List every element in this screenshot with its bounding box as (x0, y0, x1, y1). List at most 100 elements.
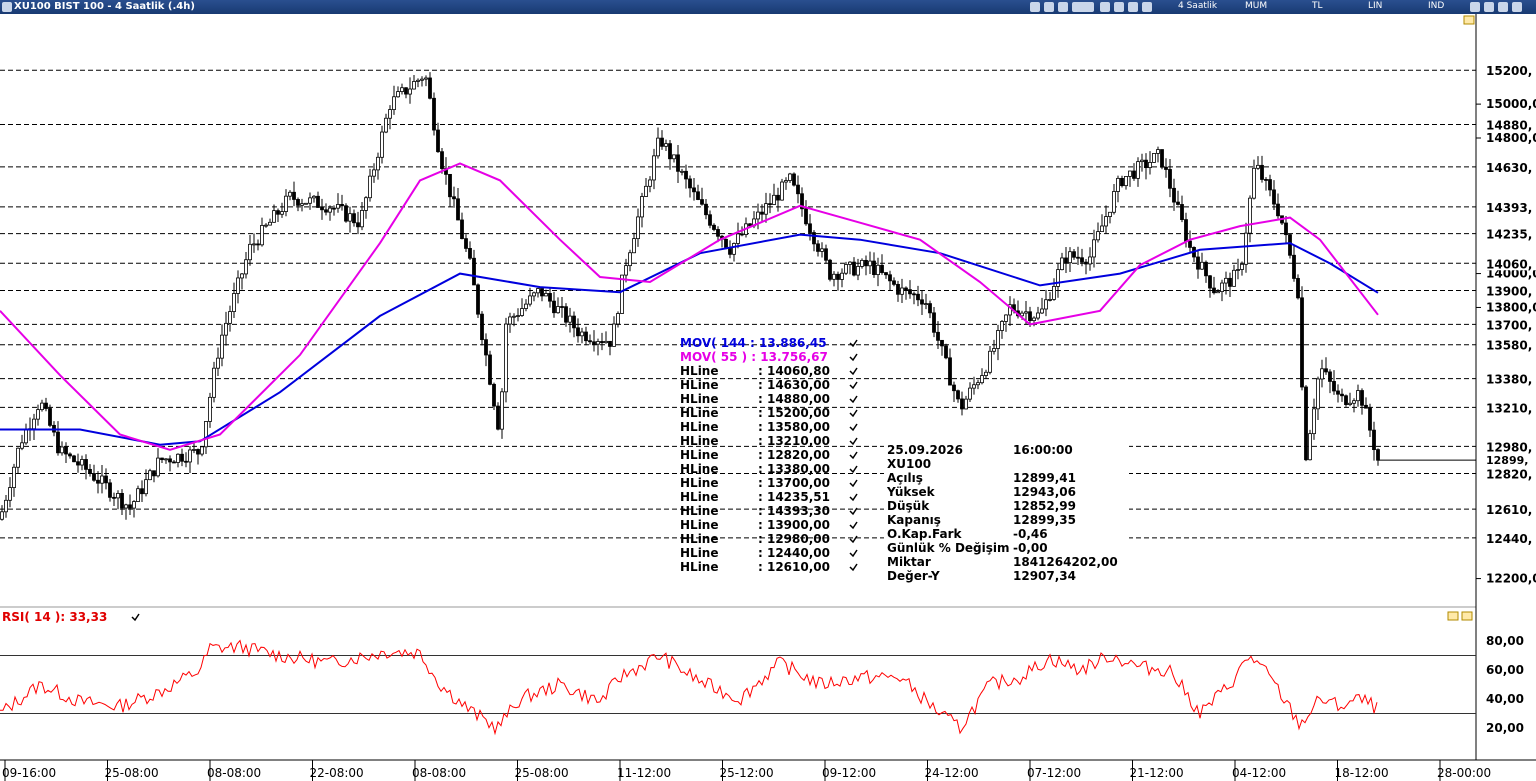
candle-body (504, 323, 508, 393)
candle-body (828, 259, 832, 280)
candle (788, 172, 792, 184)
candle-body (40, 402, 44, 411)
indicator-menu[interactable]: IND (1428, 1, 1445, 11)
legend-hline-label: HLine (680, 378, 718, 392)
candle-body (1036, 312, 1040, 319)
hline-tag-label: 12820, (1486, 468, 1532, 482)
period-menu[interactable]: 4 Saatlik (1178, 1, 1218, 11)
candle-body (876, 264, 880, 276)
candle (1176, 190, 1180, 206)
candle-body (384, 117, 388, 133)
candle-body (944, 345, 948, 359)
candle (988, 346, 992, 375)
candle (912, 291, 916, 305)
candle-body (1236, 269, 1240, 271)
candle-body (424, 77, 428, 80)
candle (1356, 384, 1360, 407)
candle (880, 254, 884, 275)
toolbar-icon-2[interactable] (1044, 2, 1054, 12)
candle (1284, 215, 1288, 244)
toolbar-icon-4[interactable] (1072, 2, 1094, 12)
candle-body (696, 191, 700, 200)
toolbar-icon-3[interactable] (1058, 2, 1068, 12)
candle (1168, 159, 1172, 198)
candle-body (860, 259, 864, 267)
candle (1108, 211, 1112, 224)
last-price-tag: 12899, (1486, 454, 1528, 467)
candle (272, 204, 276, 223)
candle-body (984, 371, 988, 376)
chart-style-menu[interactable]: MUM (1245, 1, 1268, 11)
candle (896, 280, 900, 302)
candle-body (88, 468, 92, 474)
candle (688, 175, 692, 198)
toolbar-icon-6[interactable] (1114, 2, 1124, 12)
candle-body (848, 261, 852, 265)
candle-body (812, 232, 816, 245)
time-tick-label: 25-08:00 (105, 766, 159, 780)
scale-menu[interactable]: LIN (1368, 1, 1383, 11)
candle-body (208, 396, 212, 422)
candle (404, 87, 408, 99)
candle (464, 234, 468, 252)
candle-body (304, 202, 308, 205)
candle-body (76, 461, 80, 466)
candle-body (132, 501, 136, 509)
candle-body (808, 223, 812, 233)
currency-menu[interactable]: TL (1312, 1, 1323, 11)
toolbar-icon-8[interactable] (1142, 2, 1152, 12)
candle (480, 311, 484, 346)
candle-body (840, 272, 844, 280)
candle-body (264, 224, 268, 227)
candle (804, 200, 808, 226)
maximize-icon[interactable] (1498, 2, 1508, 12)
candle (80, 455, 84, 471)
candle (140, 480, 144, 502)
candle (88, 464, 92, 477)
candle (920, 290, 924, 316)
candle-body (316, 195, 320, 208)
toolbar-icon-1[interactable] (1030, 2, 1040, 12)
candle (68, 452, 72, 459)
candle (580, 327, 584, 344)
candle-body (600, 341, 604, 344)
candle-body (108, 482, 112, 498)
candle (776, 187, 780, 212)
legend-hline-value: : 13900,00 (758, 518, 830, 532)
candle (20, 434, 24, 451)
candle-body (312, 195, 316, 199)
candle (1100, 214, 1104, 233)
candle (704, 198, 708, 220)
info-key: 25.09.2026 (887, 443, 963, 457)
hline-tag-bg (1478, 63, 1536, 78)
hline-tag-bg (1478, 199, 1536, 214)
toolbar-icon-7[interactable] (1128, 2, 1138, 12)
candle-body (376, 156, 380, 171)
candle (316, 191, 320, 208)
candle (1052, 278, 1056, 301)
legend-hline-value: : 12820,00 (758, 448, 830, 462)
candle (860, 258, 864, 269)
candle-body (960, 398, 964, 410)
candle-body (596, 341, 600, 345)
candle-body (1336, 390, 1340, 395)
legend-hline-label: HLine (680, 434, 718, 448)
candle-body (784, 180, 788, 183)
legend-hline-label: HLine (680, 518, 718, 532)
legend-hline-value: : 13380,00 (758, 462, 830, 476)
candle-body (448, 173, 452, 198)
candle-body (332, 207, 336, 210)
info-value: 12852,99 (1013, 499, 1076, 513)
toolbar-icon-5[interactable] (1100, 2, 1110, 12)
pin-icon[interactable] (1470, 2, 1480, 12)
minimize-icon[interactable] (1484, 2, 1494, 12)
candle-body (428, 77, 432, 99)
hline-tag: 14235, (1478, 226, 1536, 242)
candle (372, 163, 376, 183)
candle-body (688, 178, 692, 189)
candle-body (648, 179, 652, 187)
close-icon[interactable] (1512, 2, 1522, 12)
candle-body (964, 398, 968, 410)
candle (1200, 252, 1204, 270)
